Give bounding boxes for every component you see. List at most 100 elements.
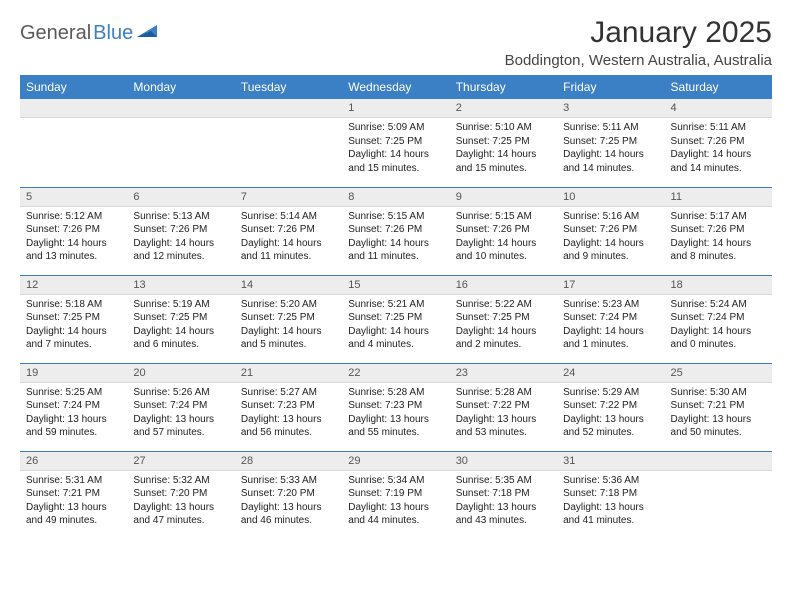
sunset-line: Sunset: 7:26 PM — [671, 135, 766, 149]
day-number: 6 — [127, 188, 234, 207]
day-number-empty — [127, 99, 234, 118]
weekday-header: Wednesday — [342, 75, 449, 99]
day-number: 21 — [235, 364, 342, 383]
day-number: 25 — [665, 364, 772, 383]
sunrise-line: Sunrise: 5:26 AM — [133, 386, 228, 400]
logo: General Blue — [20, 16, 161, 45]
calendar-week-row: 26Sunrise: 5:31 AMSunset: 7:21 PMDayligh… — [20, 451, 772, 539]
sunrise-line: Sunrise: 5:21 AM — [348, 298, 443, 312]
day-details: Sunrise: 5:11 AMSunset: 7:26 PMDaylight:… — [665, 118, 772, 179]
sunrise-line: Sunrise: 5:28 AM — [456, 386, 551, 400]
day-details: Sunrise: 5:26 AMSunset: 7:24 PMDaylight:… — [127, 383, 234, 444]
daylight-line: Daylight: 13 hours and 41 minutes. — [563, 501, 658, 528]
daylight-line: Daylight: 14 hours and 6 minutes. — [133, 325, 228, 352]
daylight-line: Daylight: 14 hours and 2 minutes. — [456, 325, 551, 352]
day-number: 8 — [342, 188, 449, 207]
calendar-day-cell: 27Sunrise: 5:32 AMSunset: 7:20 PMDayligh… — [127, 451, 234, 539]
sunset-line: Sunset: 7:24 PM — [133, 399, 228, 413]
day-details: Sunrise: 5:17 AMSunset: 7:26 PMDaylight:… — [665, 207, 772, 268]
day-number: 13 — [127, 276, 234, 295]
day-details: Sunrise: 5:09 AMSunset: 7:25 PMDaylight:… — [342, 118, 449, 179]
daylight-line: Daylight: 14 hours and 8 minutes. — [671, 237, 766, 264]
calendar-head: SundayMondayTuesdayWednesdayThursdayFrid… — [20, 75, 772, 99]
calendar-day-cell: 17Sunrise: 5:23 AMSunset: 7:24 PMDayligh… — [557, 275, 664, 363]
sunrise-line: Sunrise: 5:14 AM — [241, 210, 336, 224]
sunset-line: Sunset: 7:20 PM — [241, 487, 336, 501]
daylight-line: Daylight: 14 hours and 15 minutes. — [456, 148, 551, 175]
calendar-day-cell: 11Sunrise: 5:17 AMSunset: 7:26 PMDayligh… — [665, 187, 772, 275]
weekday-header: Sunday — [20, 75, 127, 99]
day-number: 31 — [557, 452, 664, 471]
calendar-day-cell: 4Sunrise: 5:11 AMSunset: 7:26 PMDaylight… — [665, 99, 772, 187]
sunrise-line: Sunrise: 5:10 AM — [456, 121, 551, 135]
day-number: 30 — [450, 452, 557, 471]
daylight-line: Daylight: 14 hours and 7 minutes. — [26, 325, 121, 352]
sunrise-line: Sunrise: 5:12 AM — [26, 210, 121, 224]
logo-text-general: General — [20, 22, 91, 45]
day-number: 14 — [235, 276, 342, 295]
day-number: 7 — [235, 188, 342, 207]
calendar-day-cell — [127, 99, 234, 187]
sunset-line: Sunset: 7:25 PM — [26, 311, 121, 325]
header: General Blue January 2025 Boddington, We… — [20, 16, 772, 69]
sunset-line: Sunset: 7:21 PM — [671, 399, 766, 413]
sunset-line: Sunset: 7:26 PM — [133, 223, 228, 237]
daylight-line: Daylight: 14 hours and 12 minutes. — [133, 237, 228, 264]
day-details: Sunrise: 5:16 AMSunset: 7:26 PMDaylight:… — [557, 207, 664, 268]
day-details: Sunrise: 5:11 AMSunset: 7:25 PMDaylight:… — [557, 118, 664, 179]
calendar-day-cell: 19Sunrise: 5:25 AMSunset: 7:24 PMDayligh… — [20, 363, 127, 451]
calendar-day-cell: 5Sunrise: 5:12 AMSunset: 7:26 PMDaylight… — [20, 187, 127, 275]
sunrise-line: Sunrise: 5:15 AM — [456, 210, 551, 224]
daylight-line: Daylight: 13 hours and 55 minutes. — [348, 413, 443, 440]
daylight-line: Daylight: 14 hours and 9 minutes. — [563, 237, 658, 264]
sunrise-line: Sunrise: 5:17 AM — [671, 210, 766, 224]
calendar-day-cell — [235, 99, 342, 187]
sunrise-line: Sunrise: 5:15 AM — [348, 210, 443, 224]
day-number: 27 — [127, 452, 234, 471]
daylight-line: Daylight: 13 hours and 59 minutes. — [26, 413, 121, 440]
calendar-day-cell: 8Sunrise: 5:15 AMSunset: 7:26 PMDaylight… — [342, 187, 449, 275]
sunrise-line: Sunrise: 5:11 AM — [563, 121, 658, 135]
day-number-empty — [20, 99, 127, 118]
sunrise-line: Sunrise: 5:11 AM — [671, 121, 766, 135]
daylight-line: Daylight: 14 hours and 1 minutes. — [563, 325, 658, 352]
daylight-line: Daylight: 14 hours and 15 minutes. — [348, 148, 443, 175]
day-details: Sunrise: 5:29 AMSunset: 7:22 PMDaylight:… — [557, 383, 664, 444]
calendar-day-cell: 7Sunrise: 5:14 AMSunset: 7:26 PMDaylight… — [235, 187, 342, 275]
calendar-day-cell: 29Sunrise: 5:34 AMSunset: 7:19 PMDayligh… — [342, 451, 449, 539]
sunset-line: Sunset: 7:25 PM — [456, 135, 551, 149]
calendar-day-cell: 2Sunrise: 5:10 AMSunset: 7:25 PMDaylight… — [450, 99, 557, 187]
daylight-line: Daylight: 14 hours and 14 minutes. — [671, 148, 766, 175]
calendar-day-cell: 24Sunrise: 5:29 AMSunset: 7:22 PMDayligh… — [557, 363, 664, 451]
sunrise-line: Sunrise: 5:34 AM — [348, 474, 443, 488]
daylight-line: Daylight: 13 hours and 52 minutes. — [563, 413, 658, 440]
day-details: Sunrise: 5:24 AMSunset: 7:24 PMDaylight:… — [665, 295, 772, 356]
day-number-empty — [235, 99, 342, 118]
day-number: 9 — [450, 188, 557, 207]
day-details: Sunrise: 5:23 AMSunset: 7:24 PMDaylight:… — [557, 295, 664, 356]
calendar-day-cell: 14Sunrise: 5:20 AMSunset: 7:25 PMDayligh… — [235, 275, 342, 363]
sunset-line: Sunset: 7:25 PM — [563, 135, 658, 149]
calendar-day-cell: 31Sunrise: 5:36 AMSunset: 7:18 PMDayligh… — [557, 451, 664, 539]
daylight-line: Daylight: 14 hours and 10 minutes. — [456, 237, 551, 264]
day-details: Sunrise: 5:36 AMSunset: 7:18 PMDaylight:… — [557, 471, 664, 532]
day-details: Sunrise: 5:19 AMSunset: 7:25 PMDaylight:… — [127, 295, 234, 356]
calendar-day-cell: 23Sunrise: 5:28 AMSunset: 7:22 PMDayligh… — [450, 363, 557, 451]
sunrise-line: Sunrise: 5:29 AM — [563, 386, 658, 400]
day-details: Sunrise: 5:12 AMSunset: 7:26 PMDaylight:… — [20, 207, 127, 268]
day-details: Sunrise: 5:14 AMSunset: 7:26 PMDaylight:… — [235, 207, 342, 268]
title-block: January 2025 Boddington, Western Austral… — [505, 16, 772, 69]
day-number: 5 — [20, 188, 127, 207]
sunrise-line: Sunrise: 5:18 AM — [26, 298, 121, 312]
calendar-day-cell: 9Sunrise: 5:15 AMSunset: 7:26 PMDaylight… — [450, 187, 557, 275]
daylight-line: Daylight: 14 hours and 4 minutes. — [348, 325, 443, 352]
daylight-line: Daylight: 13 hours and 50 minutes. — [671, 413, 766, 440]
calendar-week-row: 5Sunrise: 5:12 AMSunset: 7:26 PMDaylight… — [20, 187, 772, 275]
weekday-header: Thursday — [450, 75, 557, 99]
sunset-line: Sunset: 7:25 PM — [348, 311, 443, 325]
calendar-day-cell: 6Sunrise: 5:13 AMSunset: 7:26 PMDaylight… — [127, 187, 234, 275]
sunrise-line: Sunrise: 5:25 AM — [26, 386, 121, 400]
sunset-line: Sunset: 7:24 PM — [671, 311, 766, 325]
calendar-week-row: 12Sunrise: 5:18 AMSunset: 7:25 PMDayligh… — [20, 275, 772, 363]
day-number: 10 — [557, 188, 664, 207]
